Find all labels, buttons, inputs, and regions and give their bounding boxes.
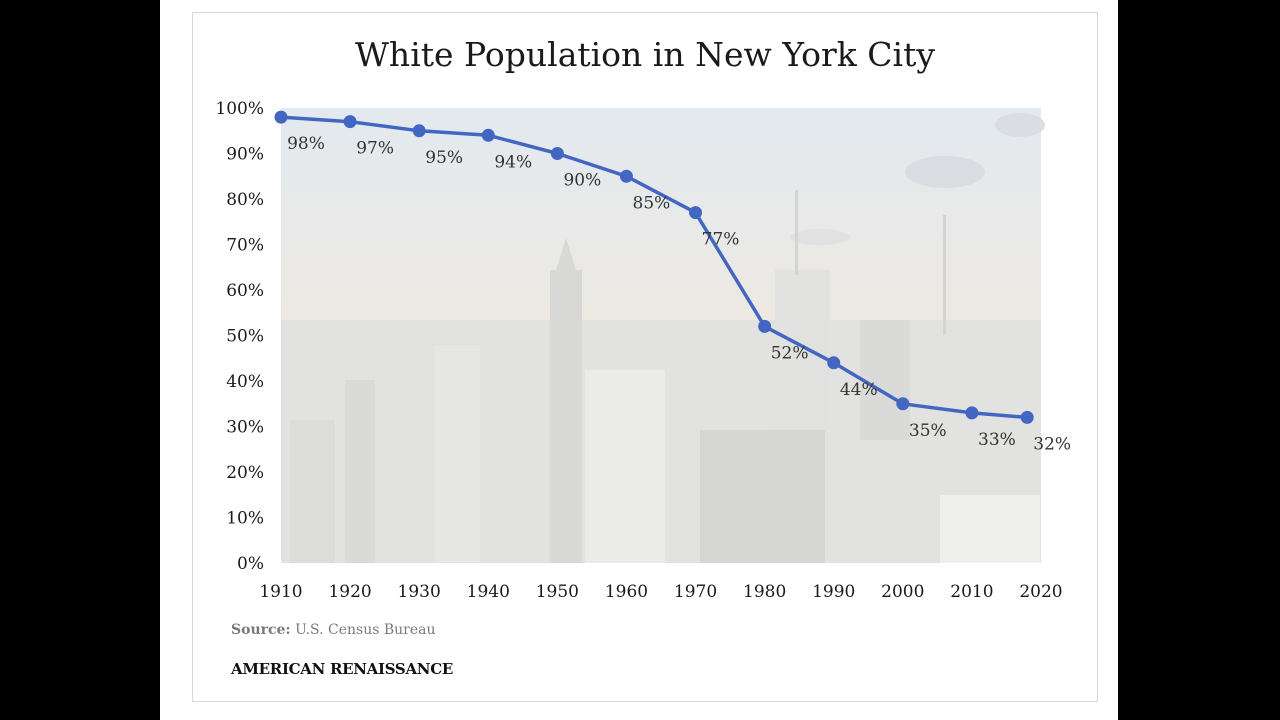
skyline-background	[281, 108, 1045, 563]
source-note: Source: U.S. Census Bureau	[231, 622, 436, 638]
x-tick-label: 1980	[743, 582, 786, 602]
y-tick-label: 20%	[226, 463, 264, 483]
data-label: 90%	[563, 171, 601, 191]
data-point	[689, 206, 703, 220]
data-label: 98%	[287, 134, 325, 154]
data-label: 85%	[633, 193, 671, 213]
data-point	[274, 110, 288, 124]
data-point	[412, 124, 426, 138]
data-point	[619, 169, 633, 183]
y-tick-label: 50%	[226, 327, 264, 347]
data-label: 95%	[425, 148, 463, 168]
x-tick-label: 1990	[812, 582, 855, 602]
data-point	[965, 406, 979, 420]
x-tick-label: 1960	[605, 582, 648, 602]
x-tick-label: 1920	[328, 582, 371, 602]
data-point	[343, 115, 357, 129]
y-tick-label: 60%	[226, 281, 264, 301]
x-tick-label: 1930	[398, 582, 441, 602]
y-tick-label: 90%	[226, 145, 264, 165]
x-tick-label: 1970	[674, 582, 717, 602]
x-tick-label: 1910	[259, 582, 302, 602]
data-label: 52%	[771, 343, 809, 363]
x-tick-label: 2020	[1019, 582, 1062, 602]
source-label: Source:	[231, 622, 291, 638]
data-label: 94%	[494, 152, 532, 172]
data-point	[896, 397, 910, 411]
source-text: U.S. Census Bureau	[295, 622, 436, 638]
data-point	[758, 319, 772, 333]
y-tick-label: 70%	[226, 236, 264, 256]
data-point	[481, 128, 495, 142]
x-tick-label: 2010	[950, 582, 993, 602]
data-label: 97%	[356, 139, 394, 159]
x-tick-label: 2000	[881, 582, 924, 602]
data-labels: 98% 97% 95% 94% 90% 85% 77% 52% 44% 35% 33% 32%	[287, 134, 1071, 454]
x-tick-label: 1950	[536, 582, 579, 602]
x-axis: 1910 1920 1930 1940 1950 1960 1970 1980 1990 2000…	[259, 582, 1062, 602]
y-tick-label: 100%	[215, 99, 264, 119]
chart-title: White Population in New York City	[355, 35, 935, 74]
y-tick-label: 10%	[226, 509, 264, 529]
data-point	[1020, 410, 1034, 424]
data-label: 77%	[702, 230, 740, 250]
publisher-name: AMERICAN RENAISSANCE	[231, 660, 453, 678]
data-label: 35%	[909, 421, 947, 441]
y-tick-label: 30%	[226, 418, 264, 438]
data-point	[550, 147, 564, 160]
data-point	[827, 356, 841, 370]
data-label: 32%	[1033, 434, 1071, 454]
chart-frame	[192, 12, 1098, 702]
series-line	[280, 115, 1028, 420]
data-label: 44%	[840, 380, 878, 400]
y-tick-label: 40%	[226, 372, 264, 392]
y-axis: 0% 10% 20% 30% 40% 50% 60% 70% 80% 90% 100%	[215, 99, 264, 574]
y-tick-label: 0%	[237, 554, 264, 574]
data-points	[274, 110, 1034, 424]
x-tick-label: 1940	[467, 582, 510, 602]
y-tick-label: 80%	[226, 190, 264, 210]
data-label: 33%	[978, 430, 1016, 450]
